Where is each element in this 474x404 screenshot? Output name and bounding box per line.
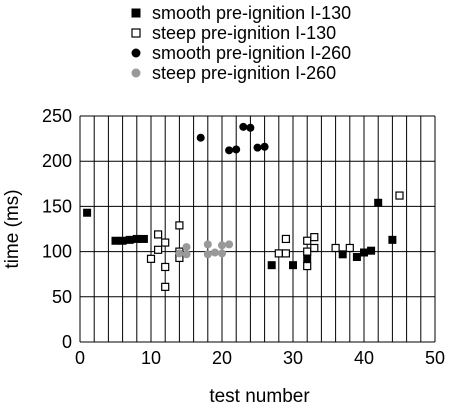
y-tick-label: 250 — [42, 106, 72, 126]
data-point — [360, 248, 368, 257]
data-point — [175, 221, 184, 230]
data-point — [274, 249, 283, 258]
legend-entry: steep pre-ignition I-130 — [152, 23, 336, 43]
data-point — [395, 191, 404, 200]
legend-marker — [131, 68, 141, 78]
data-point — [281, 249, 290, 258]
data-point — [154, 230, 163, 239]
legend-marker — [131, 48, 141, 58]
data-point — [161, 282, 170, 291]
data-point — [111, 236, 120, 245]
series-1 — [83, 198, 397, 270]
x-tick-label: 20 — [212, 348, 232, 368]
data-point — [182, 243, 191, 252]
x-tick-labels: 0 10 20 30 40 50 — [75, 348, 445, 368]
legend-entry: smooth pre-ignition I-130 — [152, 3, 351, 23]
data-point — [210, 248, 219, 257]
x-axis-label: test number — [209, 386, 310, 404]
data-point — [139, 234, 148, 243]
data-point — [182, 250, 191, 259]
data-point — [154, 245, 163, 254]
data-point — [83, 208, 92, 217]
series-3 — [196, 122, 269, 155]
y-tick-label: 100 — [42, 242, 72, 262]
data-point — [132, 234, 141, 243]
series-4 — [175, 240, 234, 259]
data-point — [161, 238, 170, 247]
data-point — [218, 249, 226, 258]
data-point — [203, 250, 212, 259]
data-point — [260, 142, 269, 151]
x-tick-label: 40 — [354, 348, 374, 368]
y-tick-label: 200 — [42, 151, 72, 171]
data-marks — [83, 122, 404, 291]
data-point — [303, 261, 312, 271]
data-point — [203, 240, 212, 249]
legend-entry: steep pre-ignition I-260 — [152, 63, 336, 83]
data-point — [196, 133, 205, 142]
data-point — [253, 143, 262, 152]
data-point — [118, 236, 127, 245]
data-point — [246, 123, 255, 132]
data-point — [267, 261, 276, 270]
data-point — [175, 249, 184, 258]
data-point — [303, 236, 312, 245]
y-tick-labels: 0 50 100 150 200 250 — [42, 106, 72, 352]
data-point — [218, 241, 226, 250]
data-point — [232, 145, 241, 154]
data-point — [239, 122, 248, 131]
data-point — [388, 235, 397, 244]
data-point — [367, 246, 376, 255]
data-point — [125, 235, 134, 244]
data-point — [310, 233, 319, 242]
x-tick-label: 50 — [425, 348, 445, 368]
data-point — [352, 253, 361, 262]
data-point — [345, 243, 354, 253]
legend-entry: smooth pre-ignition I-260 — [152, 43, 351, 63]
data-point — [146, 254, 156, 263]
legend-marker — [131, 8, 141, 18]
data-point — [225, 146, 234, 155]
legend-marker — [131, 28, 141, 38]
data-point — [225, 240, 234, 249]
data-point — [338, 250, 347, 259]
series-2 — [146, 191, 404, 291]
data-point — [331, 243, 340, 253]
data-point — [289, 261, 297, 270]
x-tick-label: 30 — [283, 348, 303, 368]
y-tick-label: 150 — [42, 196, 72, 216]
y-axis-label: time (ms) — [2, 189, 23, 268]
data-point — [374, 198, 383, 207]
data-point — [303, 254, 312, 263]
data-point — [281, 234, 290, 244]
data-point — [303, 247, 312, 256]
data-point — [310, 243, 319, 253]
data-point — [161, 262, 170, 272]
x-tick-label: 10 — [141, 348, 161, 368]
x-tick-label: 0 — [75, 348, 85, 368]
y-tick-label: 50 — [52, 287, 72, 307]
y-tick-label: 0 — [62, 332, 72, 352]
